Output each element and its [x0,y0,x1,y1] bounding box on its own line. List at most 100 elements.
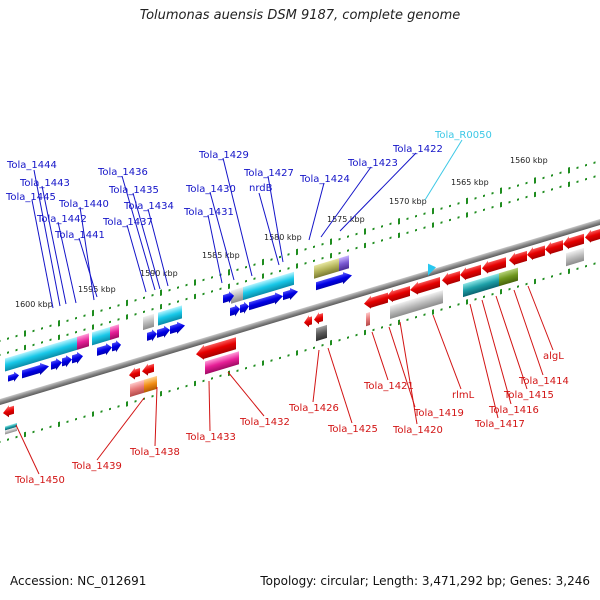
scale-minor-tick [423,212,426,215]
cds-arrow-forward[interactable] [223,290,234,305]
cds-block-tola-1414[interactable] [566,247,584,267]
scale-minor-tick [338,338,341,342]
gene-label-tola-1414[interactable]: Tola_1414 [518,376,569,387]
gene-label-rlml[interactable]: rlmL [452,390,475,401]
scale-minor-tick [83,328,86,331]
cds-block-tola-1430[interactable] [231,287,243,304]
gene-label-tola-1431[interactable]: Tola_1431 [183,207,234,218]
cds-arrow-reverse[interactable] [442,269,460,287]
cds-arrow-reverse[interactable] [460,263,481,282]
cds-block-tola-1425[interactable] [316,324,327,342]
gene-label-tola-1434[interactable]: Tola_1434 [123,201,174,212]
cds-block-tola-1429[interactable] [243,277,275,301]
gene-label-tola-1425[interactable]: Tola_1425 [327,424,378,435]
cds-block-tola-1417[interactable] [463,273,499,298]
gene-label-tola-1436[interactable]: Tola_1436 [97,167,148,178]
gene-label-algl[interactable]: algL [543,351,564,362]
cds-block-tola-1441[interactable] [92,326,110,346]
cds-arrow-forward[interactable] [51,356,62,371]
cds-arrow-forward[interactable] [72,350,83,365]
cds-arrow-reverse[interactable] [314,311,323,326]
gene-label-tola-1421[interactable]: Tola_1421 [363,381,414,392]
cds-arrow-forward[interactable] [240,300,249,315]
cds-arrow-reverse[interactable] [410,275,440,297]
cds-block-tola-1450[interactable] [5,422,17,431]
cds-arrow-reverse[interactable] [585,226,600,245]
gene-label-tola-1441[interactable]: Tola_1441 [54,230,105,241]
cds-block-tola-1432[interactable] [205,351,239,375]
scale-minor-tick [75,316,77,320]
cds-block-tola-1423[interactable] [339,255,349,272]
cds-block-tola-1421[interactable] [366,311,370,327]
cds-block-nrdb[interactable] [275,271,294,291]
gene-label-nrdb[interactable]: nrdB [249,183,273,194]
cds-arrow-reverse[interactable] [509,249,527,267]
gene-label-tola-1416[interactable]: Tola_1416 [488,405,539,416]
scale-major-tick [432,207,434,215]
cds-arrow-forward[interactable] [112,339,121,354]
cds-arrow-forward[interactable] [170,320,185,337]
cds-block-tola-1440[interactable] [110,324,119,340]
cds-block-tola-1436[interactable] [143,313,154,331]
gene-label-tola-1427[interactable]: Tola_1427 [243,168,294,179]
cds-block-tola-1416[interactable] [499,267,518,287]
scale-major-tick [262,258,264,266]
cds-arrow-reverse[interactable] [563,232,584,251]
gene-label-tola-1443[interactable]: Tola_1443 [19,178,70,189]
cds-arrow-forward[interactable] [97,341,112,358]
gene-label-tola-1437[interactable]: Tola_1437 [102,217,153,228]
cds-arrow-forward[interactable] [249,290,283,312]
cds-arrow-forward[interactable] [22,360,49,380]
gene-label-tola-1445[interactable]: Tola_1445 [5,192,56,203]
gene-label-tola-1433[interactable]: Tola_1433 [185,432,236,443]
gene-label-tola-1426[interactable]: Tola_1426 [288,403,339,414]
cds-arrow-forward[interactable] [157,324,170,340]
gene-label-tola-1419[interactable]: Tola_1419 [413,408,464,419]
cds-block-tola-1439[interactable] [130,379,144,397]
cds-block-tola-1435[interactable] [158,305,182,326]
gene-label-tola-1422[interactable]: Tola_1422 [392,144,443,155]
cds-arrow-forward[interactable] [230,303,240,318]
gene-label-tola-1430[interactable]: Tola_1430 [185,184,236,195]
cds-arrow-reverse[interactable] [386,284,410,304]
gene-label-tola-1440[interactable]: Tola_1440 [58,199,109,210]
gene-label-tola-1432[interactable]: Tola_1432 [239,417,290,428]
cds-arrow-reverse[interactable] [129,366,140,381]
cds-arrow-reverse[interactable] [482,255,506,275]
gene-label-tola-1442[interactable]: Tola_1442 [36,214,87,225]
cds-arrow-forward[interactable] [283,286,298,303]
cds-block-tola-1438[interactable] [144,375,157,393]
gene-label-tola-1424[interactable]: Tola_1424 [299,174,350,185]
cds-arrow-reverse[interactable] [527,244,545,262]
cds-block-tola-1424[interactable] [314,258,339,279]
cds-arrow-reverse[interactable] [3,404,14,419]
gene-label-tola-1423[interactable]: Tola_1423 [347,158,398,169]
trna-marker-tola-r0050[interactable] [428,261,436,276]
cds-arrow-reverse[interactable] [304,314,312,328]
cds-arrow-reverse[interactable] [364,291,388,311]
scale-minor-tick [236,282,239,286]
scale-minor-tick [117,405,120,408]
gene-label-tola-1450[interactable]: Tola_1450 [14,475,65,486]
cds-arrow-forward[interactable] [62,353,72,368]
gene-label-tola-1415[interactable]: Tola_1415 [503,390,554,401]
cds-block-rlml[interactable] [417,290,443,311]
gene-label-tola-1429[interactable]: Tola_1429 [198,150,249,161]
gene-label-tola-1439[interactable]: Tola_1439 [71,461,122,472]
gene-label-tola-1438[interactable]: Tola_1438 [129,447,180,458]
cds-arrow-forward[interactable] [8,370,19,383]
cds-arrow-forward[interactable] [147,328,157,343]
cds-arrow-reverse[interactable] [545,238,563,256]
cds-block-tola-1450-b[interactable] [5,426,17,435]
cds-arrow-reverse[interactable] [142,362,154,378]
gene-label-tola-1417[interactable]: Tola_1417 [474,419,525,430]
cds-block-tola-1444[interactable] [5,336,77,372]
gene-label-tola-1444[interactable]: Tola_1444 [6,160,57,171]
gene-label-tola-1435[interactable]: Tola_1435 [108,185,159,196]
cds-block-tola-1419[interactable] [390,297,417,319]
cds-block-tola-1443[interactable] [77,333,89,350]
gene-label-tola-r0050[interactable]: Tola_R0050 [434,130,492,141]
gene-label-tola-1420[interactable]: Tola_1420 [392,425,443,436]
cds-arrow-reverse[interactable] [196,335,236,362]
cds-arrow-forward[interactable] [316,269,352,292]
